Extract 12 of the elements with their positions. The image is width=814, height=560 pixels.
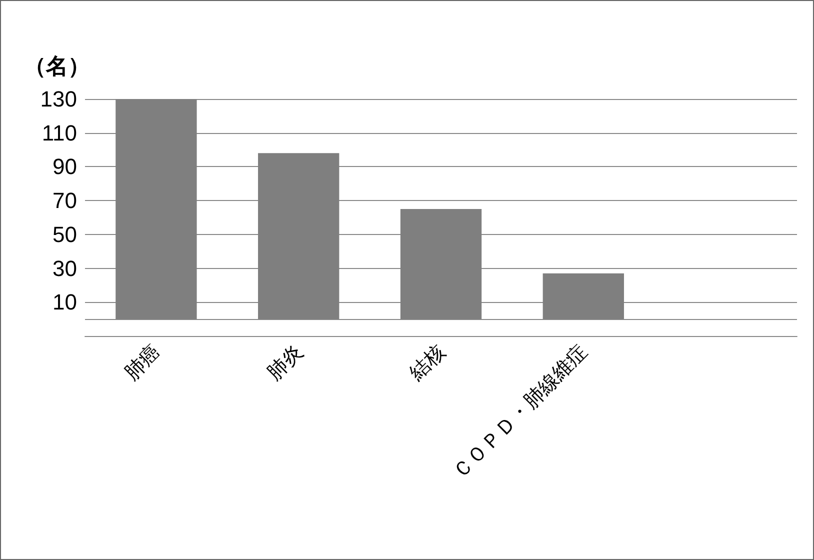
y-tick-label: 50 bbox=[52, 222, 77, 247]
y-tick-label: 90 bbox=[52, 154, 77, 180]
x-tick-label: ＣＯＰＤ・肺線維症 bbox=[448, 340, 592, 484]
y-axis-title: （名） bbox=[24, 54, 90, 80]
y-tick-label: 110 bbox=[42, 120, 77, 146]
x-tick-label: 肺炎 bbox=[262, 340, 308, 385]
x-tick-label: 結核 bbox=[404, 340, 450, 386]
y-tick-label: 70 bbox=[52, 188, 77, 214]
y-tick-label: 130 bbox=[40, 86, 77, 112]
y-tick-label: 30 bbox=[52, 256, 77, 281]
x-tick-label: 肺癌 bbox=[119, 340, 165, 385]
y-tick-label: 10 bbox=[52, 290, 77, 315]
